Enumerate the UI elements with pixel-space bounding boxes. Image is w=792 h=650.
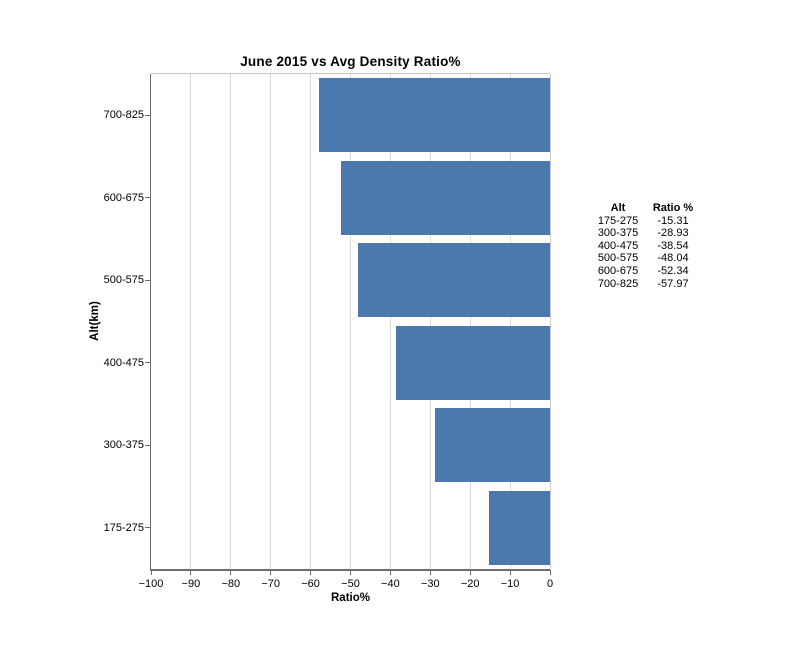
table-cell-ratio: -38.54 (657, 239, 689, 252)
gridline (230, 74, 232, 569)
x-tick-mark (150, 570, 152, 575)
x-tick-mark (310, 570, 312, 575)
side-table-header-ratio: Ratio % (652, 202, 694, 214)
chart-title: June 2015 vs Avg Density Ratio% (240, 54, 461, 69)
x-tick-mark (429, 570, 431, 575)
y-tick-label: 175-275 (103, 521, 144, 534)
table-cell-ratio: -15.31 (657, 214, 689, 227)
table-row: 500-575 -48.04 (590, 252, 700, 265)
spine-right (550, 74, 551, 569)
gridline (509, 74, 511, 569)
y-tick-label: 700-825 (103, 109, 144, 122)
bar (488, 490, 550, 565)
y-tick-mark (145, 527, 150, 529)
x-tick-mark (230, 570, 232, 575)
x-tick-mark (549, 570, 551, 575)
table-cell-alt: 700-825 (597, 277, 639, 290)
y-tick-mark (145, 362, 150, 364)
x-tick-mark (469, 570, 471, 575)
gridline (429, 74, 431, 569)
side-table: Alt Ratio % 175-275 -15.31 300-375 -28.93 40… (590, 202, 700, 290)
table-cell-alt: 175-275 (597, 214, 639, 227)
spine-top (151, 73, 550, 74)
gridline (270, 74, 272, 569)
y-tick-mark (145, 197, 150, 199)
table-cell-ratio: -28.93 (657, 227, 689, 240)
table-row: 400-475 -38.54 (590, 240, 700, 253)
table-row: 175-275 -15.31 (590, 215, 700, 228)
table-row: 300-375 -28.93 (590, 227, 700, 240)
x-tick-label: −20 (460, 578, 480, 590)
x-tick-label: −40 (381, 578, 400, 590)
y-tick-mark (145, 444, 150, 446)
x-tick-label: −60 (301, 578, 320, 590)
bar (358, 243, 550, 318)
x-tick-label: −90 (181, 578, 201, 590)
x-axis-label: Ratio% (331, 592, 370, 604)
bar (396, 325, 550, 400)
x-tick-label: −50 (341, 578, 360, 590)
x-tick-mark (270, 570, 272, 575)
table-cell-alt: 600-675 (597, 264, 639, 277)
spine-left (149, 74, 151, 571)
bar (318, 78, 550, 153)
y-tick-label: 500-575 (103, 274, 144, 287)
x-tick-mark (190, 570, 192, 575)
y-tick-label: 600-675 (103, 191, 144, 204)
side-table-header-alt: Alt (610, 202, 626, 214)
y-tick-mark (145, 114, 150, 116)
y-tick-label: 300-375 (103, 439, 144, 452)
y-tick-label: 400-475 (103, 356, 144, 369)
x-tick-label: −30 (420, 578, 440, 590)
x-tick-label: −100 (138, 578, 164, 590)
x-tick-mark (389, 570, 391, 575)
spine-bottom (149, 569, 550, 571)
gridline (389, 74, 391, 569)
table-cell-alt: 500-575 (597, 252, 639, 265)
x-tick-label: −70 (261, 578, 281, 590)
gridline (469, 74, 471, 569)
side-table-header-row: Alt Ratio % (590, 202, 700, 215)
gridline (310, 74, 312, 569)
gridline (190, 74, 192, 569)
x-tick-label: −10 (500, 578, 520, 590)
table-cell-ratio: -52.34 (657, 264, 689, 277)
table-cell-alt: 300-375 (597, 227, 639, 240)
x-tick-mark (350, 570, 351, 575)
table-cell-ratio: -57.97 (657, 277, 689, 290)
x-tick-label: −80 (221, 578, 241, 590)
x-tick-label: 0 (546, 578, 554, 590)
table-row: 600-675 -52.34 (590, 265, 700, 278)
table-cell-ratio: -48.04 (657, 252, 689, 265)
plot-area (151, 74, 550, 569)
y-tick-mark (145, 279, 150, 281)
table-row: 700-825 -57.97 (590, 278, 700, 291)
table-cell-alt: 400-475 (597, 239, 639, 252)
bar (434, 408, 550, 483)
bar (341, 160, 550, 235)
gridline (350, 74, 351, 569)
x-tick-mark (509, 570, 511, 575)
